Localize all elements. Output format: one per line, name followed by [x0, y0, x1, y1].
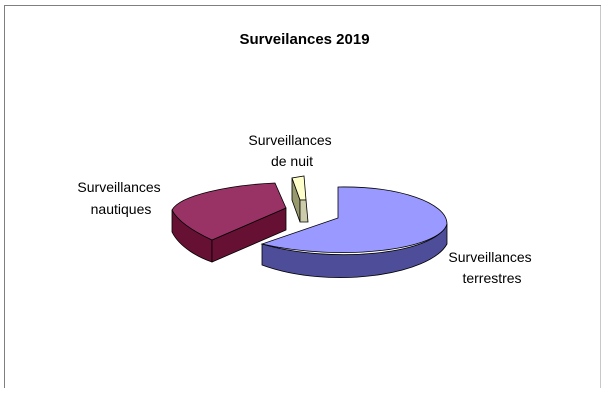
label-nautiques: Surveillances nautiques: [77, 179, 164, 217]
slice-nautiques-top: [171, 182, 287, 241]
slice-terrestres-side: [261, 223, 448, 278]
chart-title: Surveilances 2019: [239, 31, 370, 48]
label-terrestres: Surveillances terrestres: [448, 249, 535, 286]
slice-nuit-front: [299, 199, 309, 223]
slice-terrestres-top: [260, 186, 448, 253]
frame-edge: [600, 6, 601, 388]
label-nuit: Surveillances de nuit: [248, 132, 335, 169]
